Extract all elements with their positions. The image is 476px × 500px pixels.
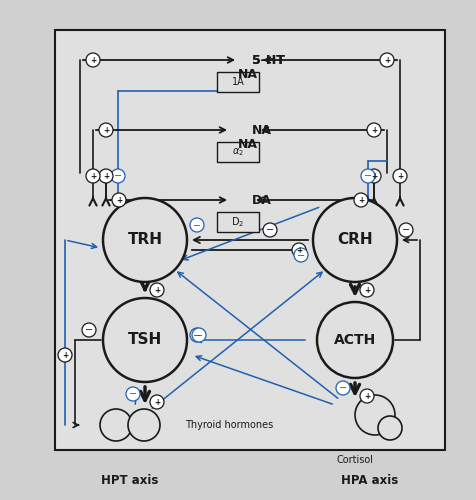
Circle shape	[190, 328, 204, 342]
Circle shape	[263, 223, 277, 237]
Circle shape	[58, 348, 72, 362]
Text: +: +	[154, 398, 160, 407]
Text: +: +	[116, 196, 122, 205]
Circle shape	[150, 395, 164, 409]
Text: −: −	[297, 250, 305, 260]
Text: −: −	[402, 226, 410, 235]
Text: −: −	[364, 172, 372, 181]
Text: +: +	[90, 172, 96, 181]
Circle shape	[100, 409, 132, 441]
Text: −: −	[339, 384, 347, 394]
Circle shape	[380, 53, 394, 67]
Text: +: +	[371, 172, 377, 181]
Text: +: +	[62, 351, 68, 360]
Text: −: −	[129, 390, 137, 400]
Text: +: +	[154, 286, 160, 295]
Circle shape	[86, 169, 100, 183]
Text: TSH: TSH	[128, 332, 162, 347]
Text: Thyroid hormones: Thyroid hormones	[185, 420, 273, 430]
Circle shape	[378, 416, 402, 440]
Circle shape	[112, 193, 126, 207]
Text: 5-HT: 5-HT	[252, 54, 285, 66]
Circle shape	[99, 169, 113, 183]
Circle shape	[317, 302, 393, 378]
Text: 5-HT: 5-HT	[252, 54, 285, 66]
Circle shape	[336, 381, 350, 395]
Text: TRH: TRH	[128, 232, 162, 248]
Circle shape	[355, 395, 395, 435]
Text: −: −	[193, 330, 201, 340]
Text: +: +	[296, 246, 302, 255]
FancyBboxPatch shape	[217, 142, 259, 162]
Text: +: +	[364, 286, 370, 295]
Text: +: +	[384, 56, 390, 65]
Circle shape	[393, 169, 407, 183]
Circle shape	[367, 123, 381, 137]
Text: +: +	[371, 126, 377, 135]
Circle shape	[294, 248, 308, 262]
Text: −: −	[195, 330, 203, 340]
Text: HPA axis: HPA axis	[341, 474, 398, 486]
FancyBboxPatch shape	[217, 212, 259, 232]
Text: +: +	[90, 56, 96, 65]
Text: Cortisol: Cortisol	[337, 455, 374, 465]
Text: −: −	[114, 172, 122, 181]
Text: +: +	[103, 126, 109, 135]
Circle shape	[111, 169, 125, 183]
Circle shape	[292, 243, 306, 257]
Circle shape	[82, 323, 96, 337]
FancyBboxPatch shape	[55, 30, 445, 450]
Circle shape	[361, 169, 375, 183]
Text: −: −	[85, 326, 93, 336]
Circle shape	[360, 283, 374, 297]
Text: +: +	[358, 196, 364, 205]
Circle shape	[103, 198, 187, 282]
Circle shape	[399, 223, 413, 237]
Circle shape	[313, 198, 397, 282]
Text: +: +	[397, 172, 403, 181]
Circle shape	[354, 193, 368, 207]
Text: 1A: 1A	[232, 77, 244, 87]
Text: $\alpha_2$: $\alpha_2$	[232, 146, 244, 158]
Text: HPT axis: HPT axis	[101, 474, 159, 486]
Circle shape	[150, 283, 164, 297]
Text: +: +	[364, 392, 370, 401]
Circle shape	[86, 53, 100, 67]
Circle shape	[128, 409, 160, 441]
Text: DA: DA	[252, 194, 272, 206]
Text: −: −	[193, 220, 201, 230]
Text: −: −	[266, 226, 274, 235]
Text: NA: NA	[238, 68, 258, 80]
Circle shape	[126, 387, 140, 401]
Circle shape	[192, 328, 206, 342]
FancyBboxPatch shape	[217, 72, 259, 92]
Text: +: +	[103, 172, 109, 181]
Text: D$_2$: D$_2$	[231, 215, 245, 229]
Text: ACTH: ACTH	[334, 333, 376, 347]
Circle shape	[99, 123, 113, 137]
Circle shape	[367, 169, 381, 183]
Circle shape	[190, 218, 204, 232]
Text: NA: NA	[238, 138, 258, 150]
Circle shape	[360, 389, 374, 403]
Circle shape	[103, 298, 187, 382]
Text: NA: NA	[252, 124, 272, 136]
Text: CRH: CRH	[337, 232, 373, 248]
